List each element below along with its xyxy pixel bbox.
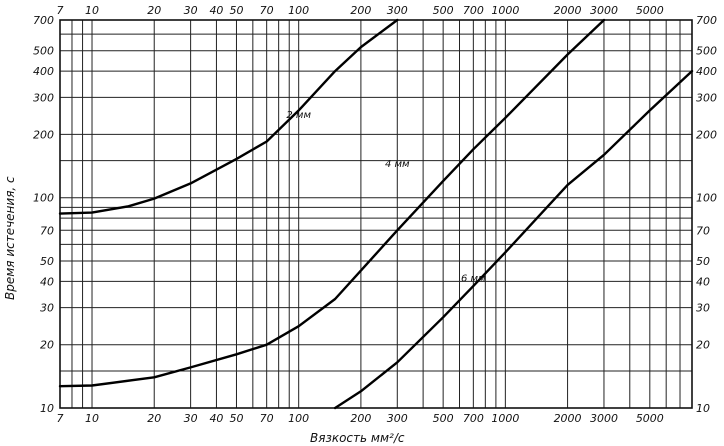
x-tick-top: 3000 bbox=[590, 4, 618, 17]
x-tick-top: 30 bbox=[184, 4, 198, 17]
x-tick-top: 10 bbox=[85, 4, 99, 17]
y-tick-right: 200 bbox=[696, 128, 717, 141]
y-tick-right: 700 bbox=[696, 14, 717, 27]
x-axis-title: Вязкость мм²/с bbox=[310, 431, 405, 445]
x-tick-bottom: 100 bbox=[288, 412, 309, 425]
y-tick-left: 700 bbox=[33, 14, 54, 27]
x-tick-bottom: 7 bbox=[57, 412, 64, 425]
y-tick-left: 500 bbox=[33, 45, 54, 58]
x-tick-top: 40 bbox=[209, 4, 223, 17]
y-tick-left: 40 bbox=[40, 275, 54, 288]
x-tick-top: 300 bbox=[387, 4, 408, 17]
y-tick-left: 20 bbox=[40, 339, 54, 352]
y-tick-left: 100 bbox=[33, 192, 54, 205]
y-tick-right: 40 bbox=[696, 275, 710, 288]
y-tick-left: 30 bbox=[40, 302, 54, 315]
x-tick-top: 700 bbox=[463, 4, 484, 17]
y-tick-right: 100 bbox=[696, 192, 717, 205]
x-tick-bottom: 200 bbox=[350, 412, 371, 425]
x-tick-top: 70 bbox=[260, 4, 274, 17]
y-tick-right: 70 bbox=[696, 224, 710, 237]
curve-label-1: 2 мм bbox=[286, 110, 311, 121]
y-tick-right: 20 bbox=[696, 339, 710, 352]
x-tick-bottom: 700 bbox=[463, 412, 484, 425]
x-tick-bottom: 30 bbox=[184, 412, 198, 425]
y-tick-right: 50 bbox=[696, 255, 710, 268]
y-tick-right: 30 bbox=[696, 302, 710, 315]
x-tick-top: 1000 bbox=[491, 4, 519, 17]
curve-series-3 bbox=[333, 69, 694, 410]
plot-frame bbox=[59, 19, 693, 409]
x-tick-bottom: 2000 bbox=[554, 412, 582, 425]
x-tick-bottom: 300 bbox=[387, 412, 408, 425]
y-tick-right: 300 bbox=[696, 91, 717, 104]
y-tick-right: 400 bbox=[696, 65, 717, 78]
x-tick-top: 200 bbox=[350, 4, 371, 17]
x-tick-bottom: 5000 bbox=[636, 412, 664, 425]
x-tick-top: 500 bbox=[433, 4, 454, 17]
curve-series-2 bbox=[58, 18, 606, 388]
grid-lines bbox=[60, 20, 692, 408]
y-tick-right: 10 bbox=[696, 402, 710, 415]
x-tick-top: 20 bbox=[147, 4, 161, 17]
x-tick-bottom: 1000 bbox=[491, 412, 519, 425]
x-tick-top: 5000 bbox=[636, 4, 664, 17]
x-tick-bottom: 50 bbox=[229, 412, 243, 425]
x-tick-bottom: 20 bbox=[147, 412, 161, 425]
curves: 2 мм 4 мм 6 мм bbox=[58, 18, 694, 410]
y-tick-left: 200 bbox=[33, 128, 54, 141]
x-tick-top: 2000 bbox=[554, 4, 582, 17]
x-tick-top: 100 bbox=[288, 4, 309, 17]
y-tick-left: 10 bbox=[40, 402, 54, 415]
y-tick-left: 50 bbox=[40, 255, 54, 268]
y-tick-right: 500 bbox=[696, 45, 717, 58]
y-tick-left: 400 bbox=[33, 65, 54, 78]
curve-label-2: 4 мм bbox=[385, 159, 410, 170]
x-tick-bottom: 10 bbox=[85, 412, 99, 425]
x-tick-bottom: 500 bbox=[433, 412, 454, 425]
curve-label-3: 6 мм bbox=[461, 273, 486, 284]
y-tick-left: 300 bbox=[33, 91, 54, 104]
x-tick-bottom: 3000 bbox=[590, 412, 618, 425]
y-tick-left: 70 bbox=[40, 224, 54, 237]
x-tick-bottom: 40 bbox=[209, 412, 223, 425]
x-tick-top: 50 bbox=[229, 4, 243, 17]
x-tick-bottom: 70 bbox=[260, 412, 274, 425]
x-tick-top: 7 bbox=[57, 4, 64, 17]
y-axis-title: Время истечения, с bbox=[3, 176, 17, 300]
curve-series-1 bbox=[58, 18, 399, 215]
tick-labels: 7 10 20 30 40 50 70 100 200 300 500 700 1000 2000 3000… bbox=[33, 4, 717, 425]
